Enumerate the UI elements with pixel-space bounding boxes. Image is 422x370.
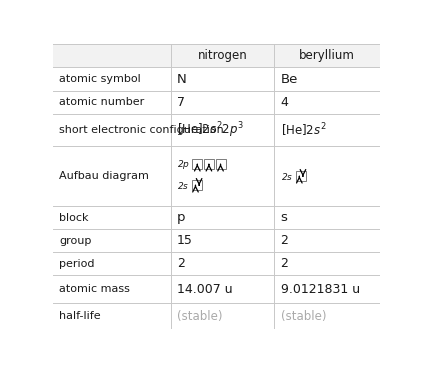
Text: half-life: half-life <box>59 311 100 321</box>
Text: s: s <box>281 211 287 224</box>
Bar <box>204 159 214 169</box>
Text: 2$p$: 2$p$ <box>177 158 190 171</box>
Text: $\mathregular{[He]2}s^22p^3$: $\mathregular{[He]2}s^22p^3$ <box>177 120 243 139</box>
Bar <box>192 159 202 169</box>
Text: atomic symbol: atomic symbol <box>59 74 141 84</box>
Text: (stable): (stable) <box>177 310 222 323</box>
Text: beryllium: beryllium <box>299 50 355 63</box>
Text: atomic number: atomic number <box>59 97 144 107</box>
Text: 2$s$: 2$s$ <box>177 179 189 191</box>
Text: block: block <box>59 213 89 223</box>
Text: period: period <box>59 259 95 269</box>
Text: group: group <box>59 236 91 246</box>
Text: N: N <box>177 73 187 85</box>
Text: nitrogen: nitrogen <box>197 50 247 63</box>
Text: $\mathregular{[He]2}s^2$: $\mathregular{[He]2}s^2$ <box>281 121 326 139</box>
Bar <box>192 180 202 190</box>
Text: 2$s$: 2$s$ <box>281 171 293 182</box>
Bar <box>296 171 306 181</box>
Bar <box>53 44 380 67</box>
Text: 2: 2 <box>177 258 185 270</box>
Text: atomic mass: atomic mass <box>59 284 130 294</box>
Text: 7: 7 <box>177 96 185 109</box>
Text: 15: 15 <box>177 234 192 247</box>
Text: p: p <box>177 211 185 224</box>
Text: (stable): (stable) <box>281 310 326 323</box>
Text: Be: Be <box>281 73 298 85</box>
Text: short electronic configuration: short electronic configuration <box>59 125 224 135</box>
Bar <box>216 159 226 169</box>
Text: 9.0121831 u: 9.0121831 u <box>281 283 360 296</box>
Text: 14.007 u: 14.007 u <box>177 283 233 296</box>
Text: 4: 4 <box>281 96 289 109</box>
Text: 2: 2 <box>281 234 289 247</box>
Text: 2: 2 <box>281 258 289 270</box>
Text: Aufbau diagram: Aufbau diagram <box>59 171 149 181</box>
